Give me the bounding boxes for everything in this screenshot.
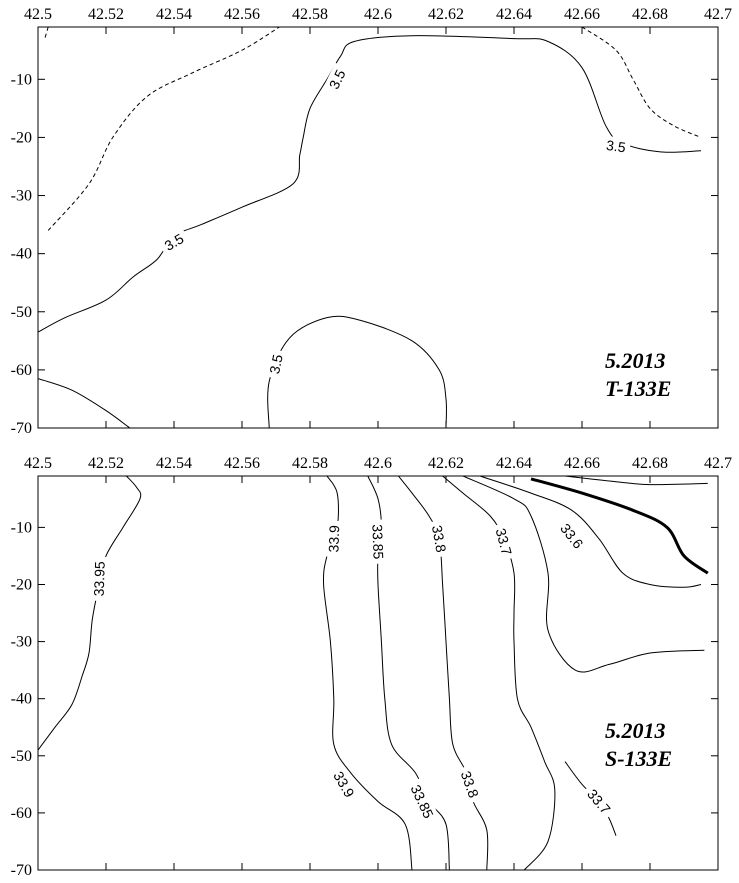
contour-line — [442, 476, 556, 870]
y-tick-label: -10 — [11, 519, 32, 536]
y-tick-label: -60 — [11, 362, 32, 379]
contour-label: 33.9 — [324, 520, 343, 558]
contour-line — [581, 27, 702, 138]
y-tick-label: -30 — [11, 188, 32, 205]
contour-line — [398, 476, 489, 870]
x-tick-label: 42.62 — [428, 6, 464, 23]
y-tick-label: -50 — [11, 748, 32, 765]
x-tick-label: 42.58 — [292, 455, 328, 472]
x-tick-label: 42.64 — [496, 455, 532, 472]
x-tick-label: 42.6 — [364, 455, 392, 472]
x-tick-label: 42.68 — [632, 6, 668, 23]
y-tick-label: -50 — [11, 304, 32, 321]
contour-line — [462, 476, 705, 673]
contour-line — [44, 27, 49, 39]
panel-1: 42.5 42.52 42.54 42.56 42.58 42.6 42.62 42.64 42… — [11, 6, 732, 437]
svg-text:33.7: 33.7 — [493, 526, 516, 557]
contour-label: 33.7 — [581, 781, 618, 821]
panel-annotation: T-133E — [605, 376, 671, 401]
contour-label: 33.85 — [405, 777, 440, 825]
contour-label: 3.5 — [322, 62, 351, 96]
x-tick-label: 42.6 — [364, 6, 392, 23]
svg-text:33.8: 33.8 — [458, 769, 482, 800]
panel-annotation: 5.2013 — [605, 718, 666, 743]
contour-line — [47, 27, 280, 231]
contour-line — [479, 476, 702, 588]
x-tick-label: 42.66 — [564, 455, 600, 472]
x-tick-label: 42.7 — [704, 455, 732, 472]
x-tick-label: 42.58 — [292, 6, 328, 23]
y-tick-label: -10 — [11, 71, 32, 88]
contour-label: 33.85 — [369, 519, 388, 564]
svg-text:33.85: 33.85 — [408, 782, 437, 821]
y-tick-label: -30 — [11, 634, 32, 651]
contour-label: 33.9 — [328, 764, 361, 804]
x-tick-label: 42.68 — [632, 455, 668, 472]
y-tick-label: -20 — [11, 129, 32, 146]
y-tick-label: -70 — [11, 862, 32, 879]
contour-line — [38, 35, 702, 333]
x-tick-label: 42.5 — [24, 6, 52, 23]
x-tick-label: 42.7 — [704, 6, 732, 23]
panel-annotation: S-133E — [605, 746, 672, 771]
svg-text:3.5: 3.5 — [326, 67, 349, 92]
y-tick-label: -40 — [11, 246, 32, 263]
contour-label: 33.8 — [456, 764, 485, 804]
contour-line — [38, 476, 142, 751]
panel-annotation: 5.2013 — [605, 348, 666, 373]
contour-line — [267, 315, 447, 428]
x-tick-label: 42.64 — [496, 6, 532, 23]
contour-label: 3.5 — [601, 135, 632, 156]
x-tick-label: 42.66 — [564, 6, 600, 23]
x-tick-label: 42.5 — [24, 455, 52, 472]
x-tick-label: 42.56 — [224, 6, 260, 23]
svg-text:33.8: 33.8 — [429, 524, 450, 554]
svg-text:3.5: 3.5 — [266, 353, 286, 376]
contour-label: 3.5 — [264, 348, 287, 380]
contour-label: 33.7 — [491, 521, 518, 562]
contour-line — [530, 477, 709, 575]
svg-text:33.9: 33.9 — [325, 525, 342, 553]
y-tick-label: -20 — [11, 576, 32, 593]
y-tick-label: -60 — [11, 805, 32, 822]
contour-label: 33.8 — [428, 519, 452, 558]
svg-text:3.5: 3.5 — [605, 137, 627, 156]
x-tick-label: 42.54 — [156, 6, 192, 23]
svg-text:33.85: 33.85 — [369, 524, 386, 560]
svg-text:33.95: 33.95 — [91, 561, 108, 597]
y-tick-label: -70 — [11, 420, 32, 437]
x-tick-label: 42.54 — [156, 455, 192, 472]
contours: 3.53.53.53.5 — [38, 27, 702, 428]
x-tick-label: 42.62 — [428, 455, 464, 472]
contour-line — [38, 378, 131, 428]
x-tick-label: 42.52 — [88, 455, 124, 472]
contour-line — [564, 476, 708, 486]
contour-label: 33.95 — [89, 556, 108, 602]
panel-2: 42.5 42.52 42.54 42.56 42.58 42.6 42.62 42.64 42… — [11, 455, 732, 879]
x-tick-label: 42.56 — [224, 455, 260, 472]
x-tick-label: 42.52 — [88, 6, 124, 23]
y-tick-label: -40 — [11, 691, 32, 708]
